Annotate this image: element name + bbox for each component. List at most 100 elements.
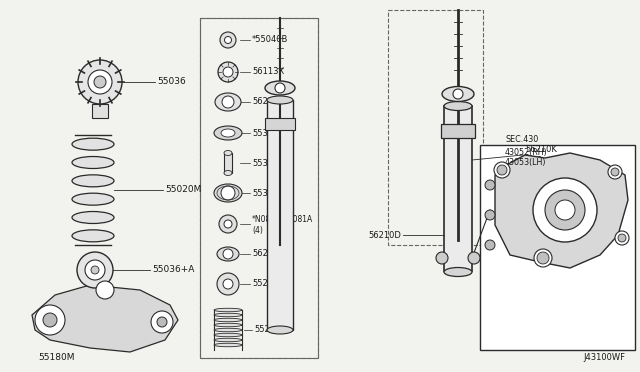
Bar <box>265 118 295 130</box>
Circle shape <box>534 249 552 267</box>
Polygon shape <box>495 153 628 268</box>
Circle shape <box>77 252 113 288</box>
Ellipse shape <box>215 93 241 111</box>
Circle shape <box>497 165 507 175</box>
Circle shape <box>615 231 629 245</box>
Circle shape <box>436 252 448 264</box>
Circle shape <box>217 273 239 295</box>
Text: 55020M: 55020M <box>165 186 202 195</box>
Text: 55036: 55036 <box>157 77 186 87</box>
Circle shape <box>94 76 106 88</box>
Text: J43100WF: J43100WF <box>583 353 625 362</box>
Text: (4): (4) <box>252 227 263 235</box>
Text: 43053(LH): 43053(LH) <box>505 157 547 167</box>
Circle shape <box>223 67 233 77</box>
Circle shape <box>468 252 480 264</box>
Ellipse shape <box>224 170 232 176</box>
Circle shape <box>533 178 597 242</box>
Ellipse shape <box>214 318 242 322</box>
Circle shape <box>78 60 122 104</box>
Text: 55322: 55322 <box>252 189 278 198</box>
Text: 55036+A: 55036+A <box>152 266 195 275</box>
Circle shape <box>537 252 549 264</box>
Ellipse shape <box>214 184 242 202</box>
Ellipse shape <box>214 328 242 332</box>
Circle shape <box>223 279 233 289</box>
Circle shape <box>91 266 99 274</box>
Bar <box>388 10 483 245</box>
Text: 43052(RH): 43052(RH) <box>505 148 548 157</box>
Circle shape <box>545 190 585 230</box>
Text: *N0891B-3081A: *N0891B-3081A <box>252 215 313 224</box>
Circle shape <box>485 180 495 190</box>
Ellipse shape <box>214 313 242 317</box>
Bar <box>200 18 318 358</box>
Text: 55338: 55338 <box>252 128 278 138</box>
Text: 56210K: 56210K <box>525 145 557 154</box>
Text: 55323: 55323 <box>252 158 278 167</box>
Circle shape <box>275 83 285 93</box>
Ellipse shape <box>224 151 232 155</box>
Bar <box>267 100 293 330</box>
Bar <box>224 153 232 173</box>
Circle shape <box>225 36 232 44</box>
Circle shape <box>220 32 236 48</box>
Ellipse shape <box>214 338 242 342</box>
Circle shape <box>494 162 510 178</box>
Circle shape <box>555 200 575 220</box>
Text: 56210D: 56210D <box>368 231 401 240</box>
Text: 56113X: 56113X <box>252 67 284 77</box>
Text: *55040B: *55040B <box>252 35 289 45</box>
Text: 56217: 56217 <box>252 97 278 106</box>
Bar <box>480 145 635 350</box>
Ellipse shape <box>72 138 114 150</box>
Ellipse shape <box>217 247 239 261</box>
Circle shape <box>608 165 622 179</box>
Bar <box>92 104 108 118</box>
Circle shape <box>35 305 65 335</box>
Circle shape <box>485 240 495 250</box>
Bar <box>441 124 475 138</box>
Circle shape <box>618 234 626 242</box>
Circle shape <box>223 249 233 259</box>
Ellipse shape <box>444 267 472 276</box>
Ellipse shape <box>72 230 114 242</box>
Ellipse shape <box>72 157 114 169</box>
Circle shape <box>96 281 114 299</box>
Ellipse shape <box>214 126 242 140</box>
Circle shape <box>224 220 232 228</box>
Circle shape <box>219 215 237 233</box>
Polygon shape <box>32 285 178 352</box>
Bar <box>200 18 318 358</box>
Circle shape <box>218 62 238 82</box>
Ellipse shape <box>221 129 235 137</box>
Circle shape <box>151 311 173 333</box>
Ellipse shape <box>444 102 472 110</box>
Circle shape <box>85 260 105 280</box>
Circle shape <box>157 317 167 327</box>
Ellipse shape <box>214 308 242 312</box>
Text: (INC....): (INC....) <box>525 155 554 164</box>
Ellipse shape <box>72 175 114 187</box>
Text: SEC.430: SEC.430 <box>505 135 538 144</box>
Ellipse shape <box>214 333 242 337</box>
Ellipse shape <box>214 343 242 347</box>
Circle shape <box>611 168 619 176</box>
Circle shape <box>43 313 57 327</box>
Text: 55248N: 55248N <box>252 279 285 289</box>
Circle shape <box>221 186 235 200</box>
Circle shape <box>453 89 463 99</box>
Text: 56218: 56218 <box>252 250 278 259</box>
Ellipse shape <box>265 81 295 95</box>
Text: 55240: 55240 <box>254 326 280 334</box>
Circle shape <box>485 210 495 220</box>
Ellipse shape <box>267 96 293 104</box>
Ellipse shape <box>72 212 114 224</box>
Bar <box>444 106 472 271</box>
Circle shape <box>88 70 112 94</box>
Ellipse shape <box>214 323 242 327</box>
Ellipse shape <box>72 193 114 205</box>
Text: 55180M: 55180M <box>38 353 74 362</box>
Ellipse shape <box>442 87 474 102</box>
Ellipse shape <box>267 326 293 334</box>
